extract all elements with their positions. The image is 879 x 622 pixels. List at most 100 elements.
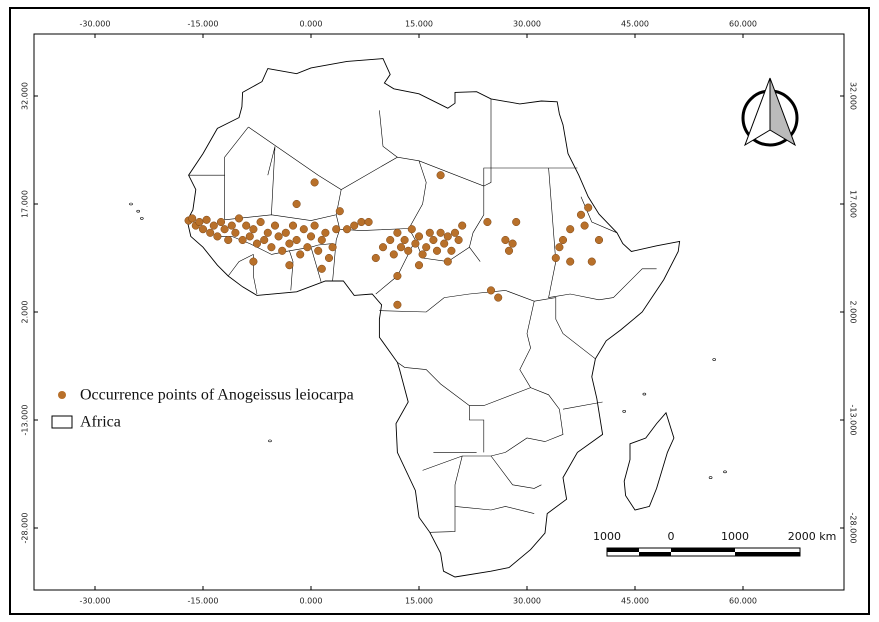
x-tick-label: -30.000 bbox=[80, 20, 111, 29]
occurrence-point bbox=[252, 239, 262, 248]
occurrence-point bbox=[558, 235, 568, 245]
y-tick-label: 17.000 bbox=[21, 190, 30, 218]
island bbox=[140, 217, 144, 220]
occurrence-point bbox=[393, 228, 402, 237]
occurrence-point bbox=[209, 221, 218, 230]
occurrence-point bbox=[299, 225, 308, 234]
x-tick-label: 45.000 bbox=[621, 20, 649, 29]
y-tick-label: 32.000 bbox=[21, 82, 30, 110]
occurrence-point bbox=[436, 171, 445, 180]
occurrence-point bbox=[317, 264, 326, 273]
country-border bbox=[188, 126, 249, 176]
occurrence-point bbox=[195, 217, 204, 227]
occurrence-point bbox=[206, 228, 215, 237]
occurrence-point bbox=[393, 300, 402, 309]
x-tick-label: 30.000 bbox=[513, 597, 541, 606]
country-border bbox=[267, 146, 276, 215]
occurrence-point bbox=[227, 221, 236, 230]
country-border bbox=[379, 110, 398, 158]
occurrence-point bbox=[580, 221, 589, 230]
occurrence-point bbox=[386, 235, 395, 245]
occurrence-point bbox=[202, 215, 211, 224]
occurrence-point bbox=[508, 239, 517, 248]
occurrence-point bbox=[504, 246, 514, 255]
x-tick-label: 60.000 bbox=[729, 597, 757, 606]
legend-area-symbol bbox=[51, 415, 73, 429]
island bbox=[136, 209, 140, 213]
occurrence-point bbox=[285, 261, 294, 270]
occurrence-point bbox=[296, 250, 305, 259]
occurrence-point bbox=[242, 221, 251, 230]
occurrence-point bbox=[324, 253, 334, 263]
country-border bbox=[397, 362, 485, 453]
occurrence-point bbox=[494, 293, 503, 302]
occurrence-point bbox=[350, 221, 359, 230]
occurrence-point bbox=[357, 217, 366, 227]
y-tick-label: 17.000 bbox=[849, 190, 858, 218]
scale-label: 1000 bbox=[593, 530, 621, 543]
legend-points-label: Occurrence points of Anogeissus leiocarp… bbox=[80, 387, 354, 404]
occurrence-point bbox=[404, 246, 413, 255]
country-border bbox=[289, 250, 294, 291]
country-border bbox=[469, 387, 531, 406]
occurrence-point bbox=[594, 235, 604, 245]
country-border bbox=[548, 167, 657, 301]
occurrence-point bbox=[584, 203, 593, 212]
occurrence-point bbox=[501, 235, 510, 245]
occurrence-point bbox=[425, 228, 434, 237]
occurrence-point bbox=[310, 221, 319, 230]
occurrence-point bbox=[245, 232, 254, 241]
occurrence-point bbox=[551, 253, 560, 263]
island bbox=[708, 476, 713, 479]
occurrence-point bbox=[238, 235, 247, 245]
country-border bbox=[332, 229, 341, 282]
y-tick-label: 2.000 bbox=[21, 301, 30, 324]
occurrence-point bbox=[263, 228, 272, 237]
x-tick-label: 0.000 bbox=[300, 597, 323, 606]
occurrence-point bbox=[306, 232, 316, 241]
occurrence-point bbox=[292, 235, 301, 245]
occurrence-point bbox=[188, 214, 197, 223]
x-tick-label: 60.000 bbox=[729, 20, 757, 29]
occurrence-point bbox=[566, 257, 575, 266]
island bbox=[712, 358, 717, 361]
x-tick-label: -15.000 bbox=[188, 597, 219, 606]
occurrence-point bbox=[317, 235, 326, 245]
occurrence-point bbox=[303, 243, 312, 252]
occurrence-point bbox=[332, 225, 341, 234]
occurrence-point bbox=[396, 243, 406, 252]
occurrence-layer bbox=[184, 171, 604, 309]
y-tick-label: -13.000 bbox=[849, 405, 858, 436]
legend-area-label: Africa bbox=[80, 414, 121, 431]
scale-bar bbox=[606, 547, 801, 557]
country-border bbox=[454, 506, 535, 514]
country-border bbox=[562, 401, 603, 410]
y-tick-label: -13.000 bbox=[21, 405, 30, 436]
occurrence-point bbox=[450, 228, 460, 237]
occurrence-point bbox=[418, 250, 427, 259]
occurrence-point bbox=[555, 243, 564, 252]
occurrence-point bbox=[310, 178, 319, 187]
x-tick-label: -30.000 bbox=[80, 597, 111, 606]
occurrence-point bbox=[220, 225, 229, 234]
occurrence-point bbox=[213, 232, 222, 241]
occurrence-point bbox=[432, 246, 442, 255]
north-arrow bbox=[741, 77, 799, 147]
occurrence-point bbox=[414, 261, 424, 270]
occurrence-point bbox=[458, 221, 467, 230]
island bbox=[723, 470, 727, 474]
occurrence-point bbox=[321, 228, 330, 237]
occurrence-point bbox=[576, 210, 586, 219]
occurrence-point bbox=[249, 225, 258, 234]
occurrence-point bbox=[231, 228, 240, 237]
occurrence-point bbox=[443, 257, 452, 266]
x-tick-label: 0.000 bbox=[300, 20, 323, 29]
occurrence-point bbox=[260, 235, 269, 245]
scale-label: 2000 km bbox=[788, 530, 837, 543]
scale-label: 1000 bbox=[721, 530, 749, 543]
occurrence-point bbox=[292, 199, 301, 209]
occurrence-point bbox=[216, 217, 226, 227]
x-tick-label: 30.000 bbox=[513, 20, 541, 29]
legend-point-symbol bbox=[58, 391, 66, 399]
